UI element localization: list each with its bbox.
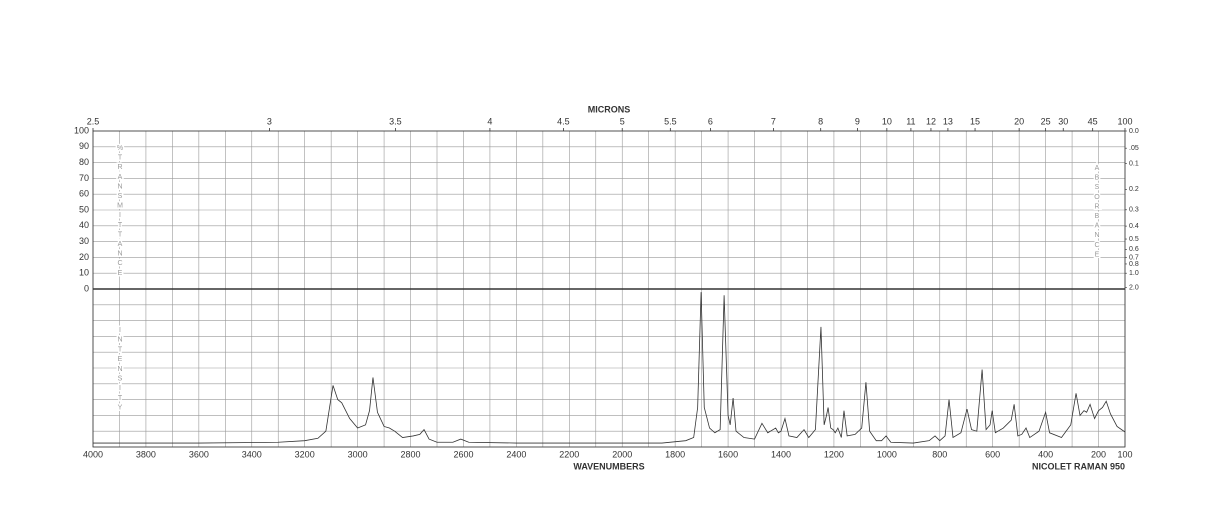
right-tick-label: 0.5: [1129, 236, 1139, 243]
y-tick-label: 50: [79, 204, 89, 214]
right-tick-label: 0.3: [1129, 207, 1139, 214]
x-tick-label: 1000: [877, 449, 897, 459]
top-tick-label: 30: [1058, 116, 1068, 126]
y-tick-label: 70: [79, 173, 89, 183]
x-tick-label: 800: [932, 449, 947, 459]
y-tick-label: 100: [74, 125, 89, 135]
x-tick-label: 2400: [506, 449, 526, 459]
y-tick-label: 90: [79, 141, 89, 151]
top-tick-label: 45: [1088, 116, 1098, 126]
x-axis-title: WAVENUMBERS: [573, 461, 644, 471]
y-tick-label: 80: [79, 157, 89, 167]
x-tick-label: 2800: [401, 449, 421, 459]
x-tick-label: 2200: [559, 449, 579, 459]
top-tick-label: 15: [970, 116, 980, 126]
top-tick-label: 12: [926, 116, 936, 126]
right-tick-label: 0.2: [1129, 186, 1139, 193]
x-tick-label: 600: [985, 449, 1000, 459]
right-tick-label: 0.1: [1129, 160, 1139, 167]
top-tick-label: 8: [818, 116, 823, 126]
x-tick-label: 400: [1038, 449, 1053, 459]
x-tick-label: 4000: [83, 449, 103, 459]
x-tick-label: 1200: [824, 449, 844, 459]
top-tick-label: 4.5: [557, 116, 570, 126]
top-tick-label: 2.5: [87, 116, 100, 126]
right-tick-label: 0.8: [1129, 261, 1139, 268]
x-tick-label: 3400: [242, 449, 262, 459]
x-tick-label: 200: [1091, 449, 1106, 459]
top-tick-label: 10: [882, 116, 892, 126]
right-tick-label: 0.7: [1129, 254, 1139, 261]
right-tick-label: .05: [1129, 145, 1139, 152]
x-tick-label: 1800: [665, 449, 685, 459]
top-tick-label: 6: [708, 116, 713, 126]
y-tick-label: 0: [84, 283, 89, 293]
right-tick-label: 2.0: [1129, 284, 1139, 291]
top-tick-label: 11: [906, 116, 915, 126]
top-tick-label: 13: [943, 116, 953, 126]
x-tick-label: 3600: [189, 449, 209, 459]
top-tick-label: 3.5: [389, 116, 402, 126]
top-tick-label: 9: [855, 116, 860, 126]
x-tick-label: 2600: [453, 449, 473, 459]
right-tick-label: 1.0: [1129, 270, 1139, 277]
top-tick-label: 20: [1014, 116, 1024, 126]
y-tick-label: 40: [79, 220, 89, 230]
x-tick-label: 3200: [295, 449, 315, 459]
x-tick-label: 3000: [348, 449, 368, 459]
x-tick-label: 1600: [718, 449, 738, 459]
right-tick-label: 0.0: [1129, 128, 1139, 135]
x-tick-label: 3800: [136, 449, 156, 459]
top-tick-label: 25: [1041, 116, 1051, 126]
y-tick-label: 60: [79, 189, 89, 199]
y-tick-label: 20: [79, 252, 89, 262]
y-tick-label: 10: [79, 268, 89, 278]
y-axis-title: % T R A N S M I T T A N C E: [117, 145, 123, 277]
top-tick-label: 100: [1117, 116, 1132, 126]
top-tick-label: 3: [267, 116, 272, 126]
instrument-note: NICOLET RAMAN 950: [1032, 461, 1125, 471]
spectrum-line: [93, 292, 1126, 444]
top-tick-label: 4: [487, 116, 492, 126]
top-tick-label: 5.5: [664, 116, 677, 126]
y-tick-label: 30: [79, 236, 89, 246]
top-axis-title: MICRONS: [588, 104, 631, 114]
top-tick-label: 7: [771, 116, 776, 126]
top-tick-label: 5: [620, 116, 625, 126]
right-tick-label: 0.6: [1129, 246, 1139, 253]
x-tick-label: 100: [1117, 449, 1132, 459]
right-tick-label: 0.4: [1129, 223, 1139, 230]
x-tick-label: 1400: [771, 449, 791, 459]
x-tick-label: 2000: [612, 449, 632, 459]
